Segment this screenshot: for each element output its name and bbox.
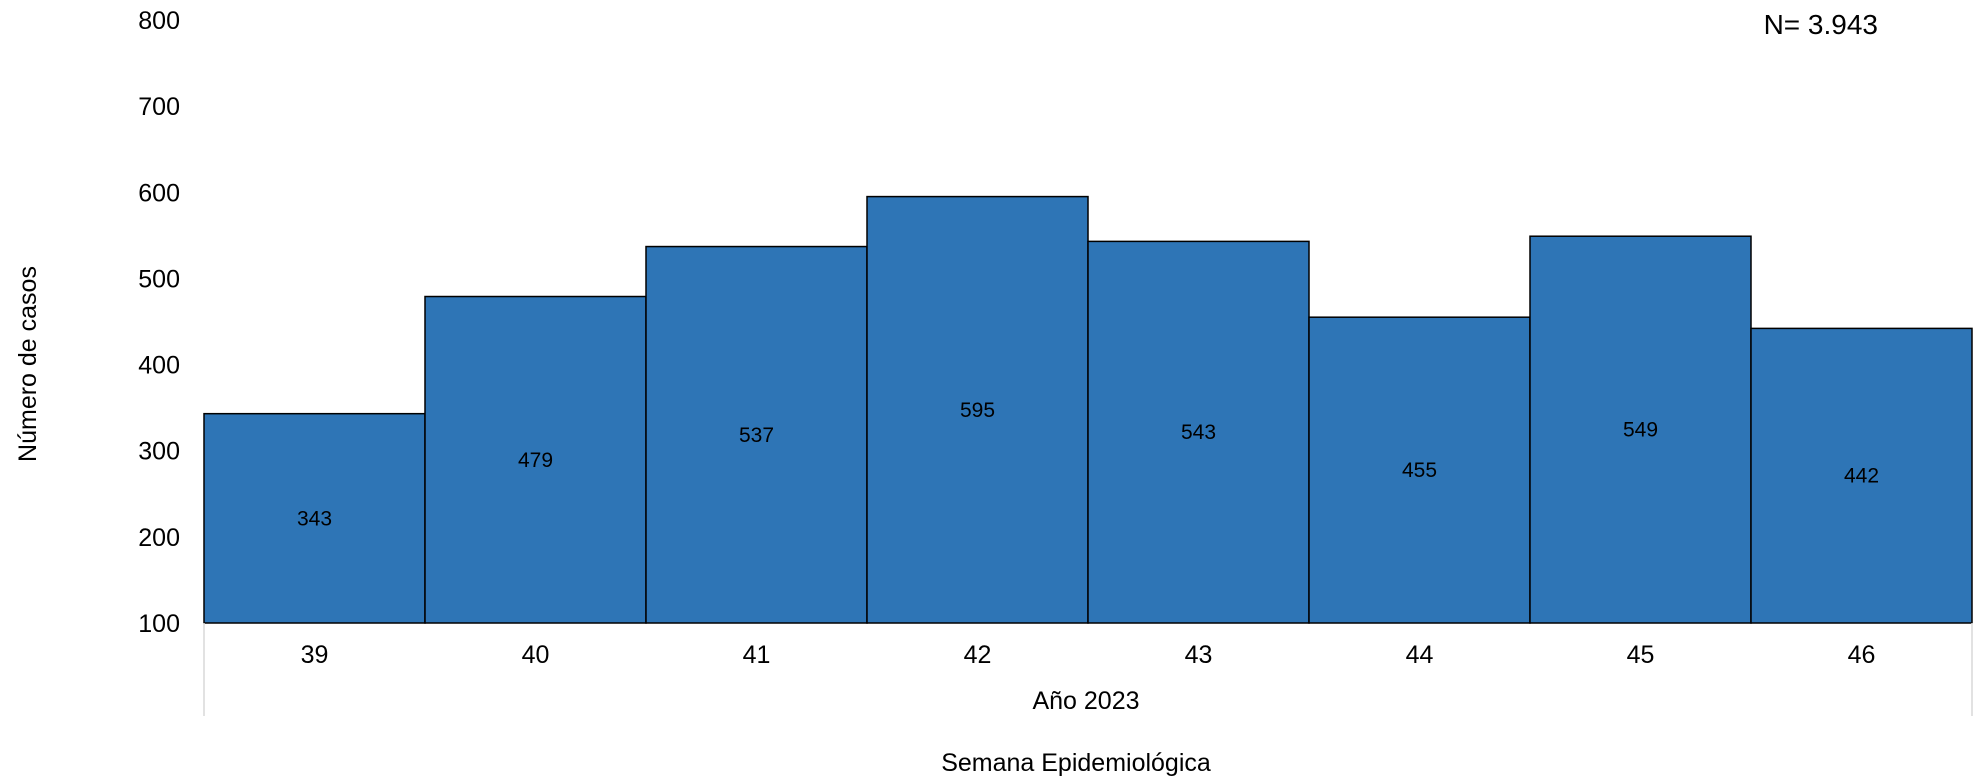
bar-data-label: 442 bbox=[1844, 465, 1879, 488]
bar-week-43 bbox=[1087, 240, 1310, 624]
y-axis-ticks: 100 200 300 400 500 600 700 800 bbox=[138, 7, 180, 638]
bar-data-label: 595 bbox=[960, 399, 995, 422]
bar-week-40 bbox=[424, 295, 647, 624]
x-axis-title: Semana Epidemiológica bbox=[941, 749, 1211, 777]
bar-week-39 bbox=[203, 412, 426, 624]
x-tick-label: 44 bbox=[1406, 641, 1434, 669]
y-tick-label: 500 bbox=[138, 265, 180, 293]
bar-data-label: 549 bbox=[1623, 419, 1658, 442]
bar-data-label: 455 bbox=[1402, 459, 1437, 482]
bar-week-45 bbox=[1529, 235, 1752, 624]
y-tick-label: 300 bbox=[138, 438, 180, 466]
x-tick-label: 41 bbox=[743, 641, 771, 669]
x-tick-label: 42 bbox=[964, 641, 992, 669]
y-tick-label: 100 bbox=[138, 610, 180, 638]
bar-data-label: 537 bbox=[739, 424, 774, 447]
x-tick-label: 46 bbox=[1848, 641, 1876, 669]
bar-week-46 bbox=[1750, 327, 1973, 624]
x-tick-label: 43 bbox=[1185, 641, 1213, 669]
x-tick-label: 39 bbox=[301, 641, 329, 669]
group-label: Año 2023 bbox=[1032, 687, 1139, 715]
sample-size-annotation: N= 3.943 bbox=[1764, 9, 1878, 40]
bar-data-labels: 343 479 537 595 543 455 549 442 bbox=[297, 399, 1879, 531]
bar-week-44 bbox=[1308, 316, 1531, 624]
y-tick-label: 400 bbox=[138, 352, 180, 380]
bar-data-label: 479 bbox=[518, 449, 553, 472]
y-tick-label: 200 bbox=[138, 524, 180, 552]
y-tick-label: 800 bbox=[138, 7, 180, 35]
y-tick-label: 700 bbox=[138, 93, 180, 121]
y-axis-title: Número de casos bbox=[14, 266, 42, 462]
bar-data-label: 343 bbox=[297, 507, 332, 530]
bars bbox=[203, 195, 1973, 624]
bar-week-42 bbox=[866, 195, 1089, 624]
bar-data-label: 543 bbox=[1181, 421, 1216, 444]
x-tick-label: 45 bbox=[1627, 641, 1655, 669]
x-tick-label: 40 bbox=[522, 641, 550, 669]
y-tick-label: 600 bbox=[138, 179, 180, 207]
bar-week-41 bbox=[645, 245, 868, 624]
x-axis: 39 40 41 42 43 44 45 46 bbox=[203, 623, 1973, 716]
